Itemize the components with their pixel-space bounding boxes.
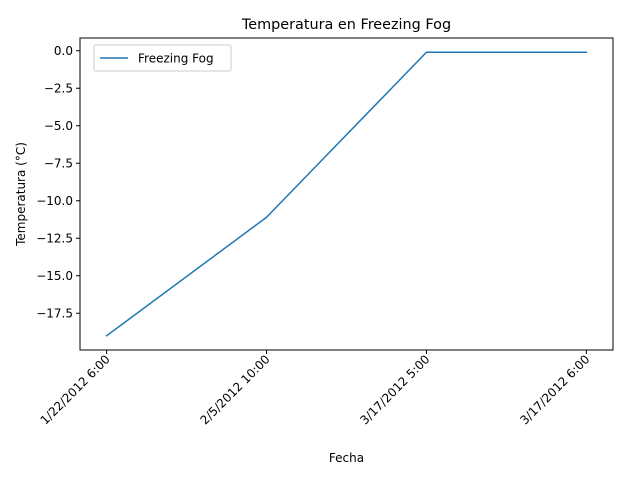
y-tick-label: −12.5 bbox=[36, 231, 73, 245]
legend: Freezing Fog bbox=[93, 44, 232, 72]
series-layer bbox=[105, 51, 588, 337]
y-tick-label: 0.0 bbox=[54, 44, 73, 58]
y-tick-label: −15.0 bbox=[36, 269, 73, 283]
y-tick-label: −7.5 bbox=[44, 156, 73, 170]
legend-label-freezing-fog: Freezing Fog bbox=[138, 52, 214, 66]
y-tick-label: −5.0 bbox=[44, 119, 73, 133]
y-tick-label: −10.0 bbox=[36, 194, 73, 208]
series-line-freezing-fog bbox=[105, 51, 588, 337]
x-axis-label: Fecha bbox=[329, 451, 364, 465]
y-axis-label: Temperatura (°C) bbox=[14, 142, 28, 247]
y-tick-label: −17.5 bbox=[36, 306, 73, 320]
y-tick-label: −2.5 bbox=[44, 81, 73, 95]
legend-box bbox=[93, 44, 232, 72]
chart-title: Temperatura en Freezing Fog bbox=[241, 17, 451, 33]
plot-area-frame bbox=[79, 37, 614, 351]
